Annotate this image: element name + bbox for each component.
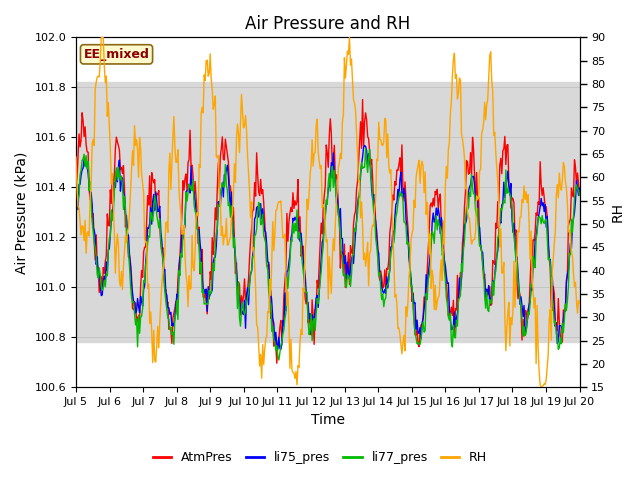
Text: EE_mixed: EE_mixed [84,48,150,61]
Y-axis label: RH: RH [611,203,625,222]
X-axis label: Time: Time [311,413,345,427]
Bar [76,83,579,342]
Y-axis label: Air Pressure (kPa): Air Pressure (kPa) [15,151,29,274]
Title: Air Pressure and RH: Air Pressure and RH [245,15,410,33]
Legend: AtmPres, li75_pres, li77_pres, RH: AtmPres, li75_pres, li77_pres, RH [148,446,492,469]
